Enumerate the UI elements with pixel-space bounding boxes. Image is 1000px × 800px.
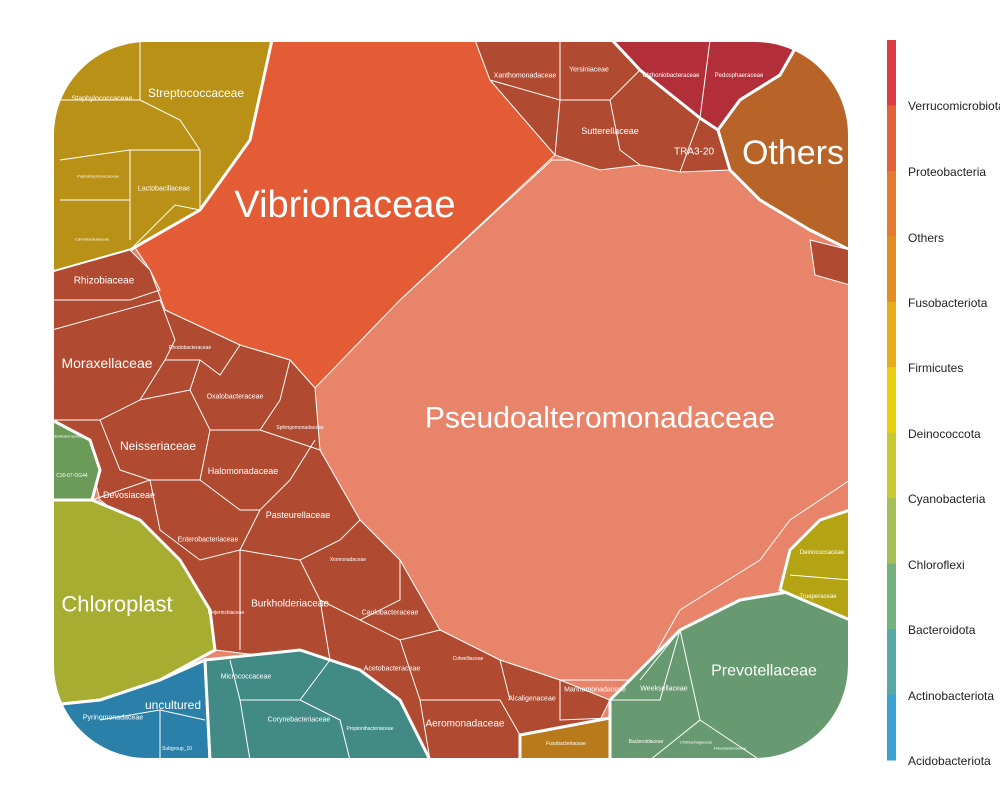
legend-swatch: [887, 563, 896, 630]
legend-swatch: [887, 236, 896, 303]
label-peptostreptococcaceae: Peptostreptococcaceae: [77, 174, 120, 179]
legend-swatch: [887, 105, 896, 172]
label-others: Others: [742, 134, 844, 172]
label-c30-67-og44: C30-67-OG44: [56, 473, 88, 479]
label-carnobacteriaceae: Carnobacteriaceae: [75, 237, 110, 242]
legend-swatch: [887, 170, 896, 237]
legend-color-bar: [887, 40, 896, 761]
legend-label-cyanobacteria: Cyanobacteria: [908, 492, 986, 506]
label-caulobacteraceae: Caulobacteraceae: [362, 610, 419, 617]
treemap-cells: [52, 40, 850, 760]
legend-label-others: Others: [908, 231, 944, 245]
label-tra3-20: TRA3-20: [674, 147, 714, 158]
label-alcaligenaceae: Alcaligenaceae: [508, 696, 556, 703]
label-moraxellaceae: Moraxellaceae: [61, 355, 152, 371]
region-actinobacteriota: [203, 648, 433, 760]
label-streptococcaceae: Streptococcaceae: [148, 86, 244, 100]
label-oxalobacteraceae: Oxalobacteraceae: [207, 394, 264, 401]
legend: Verrucomicrobiota Proteobacteria Others …: [887, 40, 1000, 768]
legend-swatch: [887, 40, 896, 106]
region-proteobacteria-right: [809, 239, 850, 286]
label-pasteurellaceae: Pasteurellaceae: [266, 510, 331, 520]
region-chloroflexi: [52, 417, 102, 502]
label-corynebacteriaceae: Corynebacteriaceae: [268, 717, 331, 724]
legend-label-acidobacteriota: Acidobacteriota: [908, 754, 991, 768]
label-chloroplast: Chloroplast: [61, 592, 172, 617]
cell-labels: Pseudoalteromonadaceae Vibrionaceae Othe…: [49, 67, 845, 753]
label-chitinophagaceae: Chitinophagaceae: [680, 740, 713, 745]
label-propionibacteriaceae: Propionibacteriaceae: [347, 726, 394, 732]
label-chthoniobacteraceae: Chthoniobacteraceae: [642, 73, 700, 79]
legend-label-firmicutes: Firmicutes: [908, 361, 963, 375]
legend-label-chloroflexi: Chloroflexi: [908, 558, 965, 572]
legend-label-deinococcota: Deinococcota: [908, 427, 981, 441]
label-deinococcaceae: Deinococcaceae: [800, 550, 845, 556]
legend-label-fusobacteriota: Fusobacteriota: [908, 296, 988, 310]
label-pseudoalteromonadaceae: Pseudoalteromonadaceae: [425, 402, 775, 435]
label-lactobacillaceae: Lactobacillaceae: [138, 186, 190, 193]
label-staphylococcaceae: Staphylococcaceae: [72, 96, 133, 103]
label-weeksellaceae: Weeksellaceae: [640, 686, 687, 693]
region-deinococcota: [778, 507, 850, 623]
label-micrococcaceae: Micrococcaceae: [221, 674, 272, 681]
legend-swatch: [887, 301, 896, 368]
label-pedosphaeraceae: Pedosphaeraceae: [715, 73, 764, 79]
label-uncultured: uncultured: [145, 698, 201, 712]
legend-swatch: [887, 367, 896, 434]
label-vibrionaceae: Vibrionaceae: [234, 184, 455, 226]
legend-label-bacteroidota: Bacteroidota: [908, 623, 976, 637]
label-burkholderiaceae: Burkholderiaceae: [251, 599, 329, 610]
label-yersiniaceae: Yersiniaceae: [569, 67, 609, 74]
legend-swatch: [887, 498, 896, 565]
label-bacteroidaceae: Bacteroidaceae: [629, 739, 664, 745]
label-beijerinckiaceae: Beijerinckiaceae: [208, 610, 245, 616]
legend-swatch: [887, 694, 896, 761]
label-trueperaceae: Trueperaceae: [799, 594, 837, 600]
label-acetobacteraceae: Acetobacteraceae: [364, 666, 421, 673]
legend-swatch: [887, 432, 896, 499]
label-rhizobiaceae: Rhizobiaceae: [74, 276, 135, 287]
label-prevotellaceae: Prevotellaceae: [711, 663, 817, 680]
legend-swatch: [887, 629, 896, 696]
label-enterobacteriaceae: Enterobacteriaceae: [178, 537, 239, 544]
label-sutterellaceae: Sutterellaceae: [581, 126, 639, 136]
label-marinomonadaceae: Marinomonadaceae: [564, 687, 626, 694]
legend-label-verrucomicrobiota: Verrucomicrobiota: [908, 99, 1000, 113]
cell-others[interactable]: [716, 40, 850, 253]
label-fusobacteriaceae: Fusobacteriaceae: [546, 741, 586, 747]
legend-label-proteobacteria: Proteobacteria: [908, 165, 986, 179]
label-subgroup-10: Subgroup_10: [162, 746, 192, 752]
label-ardenticatenaceae: Ardenticatenaceae: [49, 434, 83, 439]
label-pyrinomonadaceae: Pyrinomonadaceae: [83, 715, 143, 722]
label-halomonadaceae: Halomonadaceae: [208, 466, 279, 476]
label-sphingomonadaceae: Sphingomonadaceae: [276, 425, 323, 431]
label-xanthomonadaceae: Xanthomonadaceae: [494, 73, 557, 80]
label-rhodobacteraceae: Rhodobacteraceae: [169, 345, 211, 351]
label-devosiaceae: Devosiaceae: [103, 490, 155, 500]
label-aeromonadaceae: Aeromonadaceae: [426, 719, 505, 730]
label-neisseriaceae: Neisseriaceae: [120, 439, 196, 453]
label-xiomonadaceae: Xiomonadaceae: [330, 557, 366, 563]
label-colwelliaceae: Colwelliaceae: [453, 656, 484, 662]
cell-fusobacteriaceae[interactable]: [518, 716, 617, 760]
legend-label-actinobacteriota: Actinobacteriota: [908, 689, 994, 703]
legend-labels: Verrucomicrobiota Proteobacteria Others …: [908, 99, 1000, 768]
label-flavobacteriaceae: Flavobacteriaceae: [714, 746, 747, 751]
treemap-frame: [50, 38, 852, 762]
cell-borders: [52, 40, 850, 760]
